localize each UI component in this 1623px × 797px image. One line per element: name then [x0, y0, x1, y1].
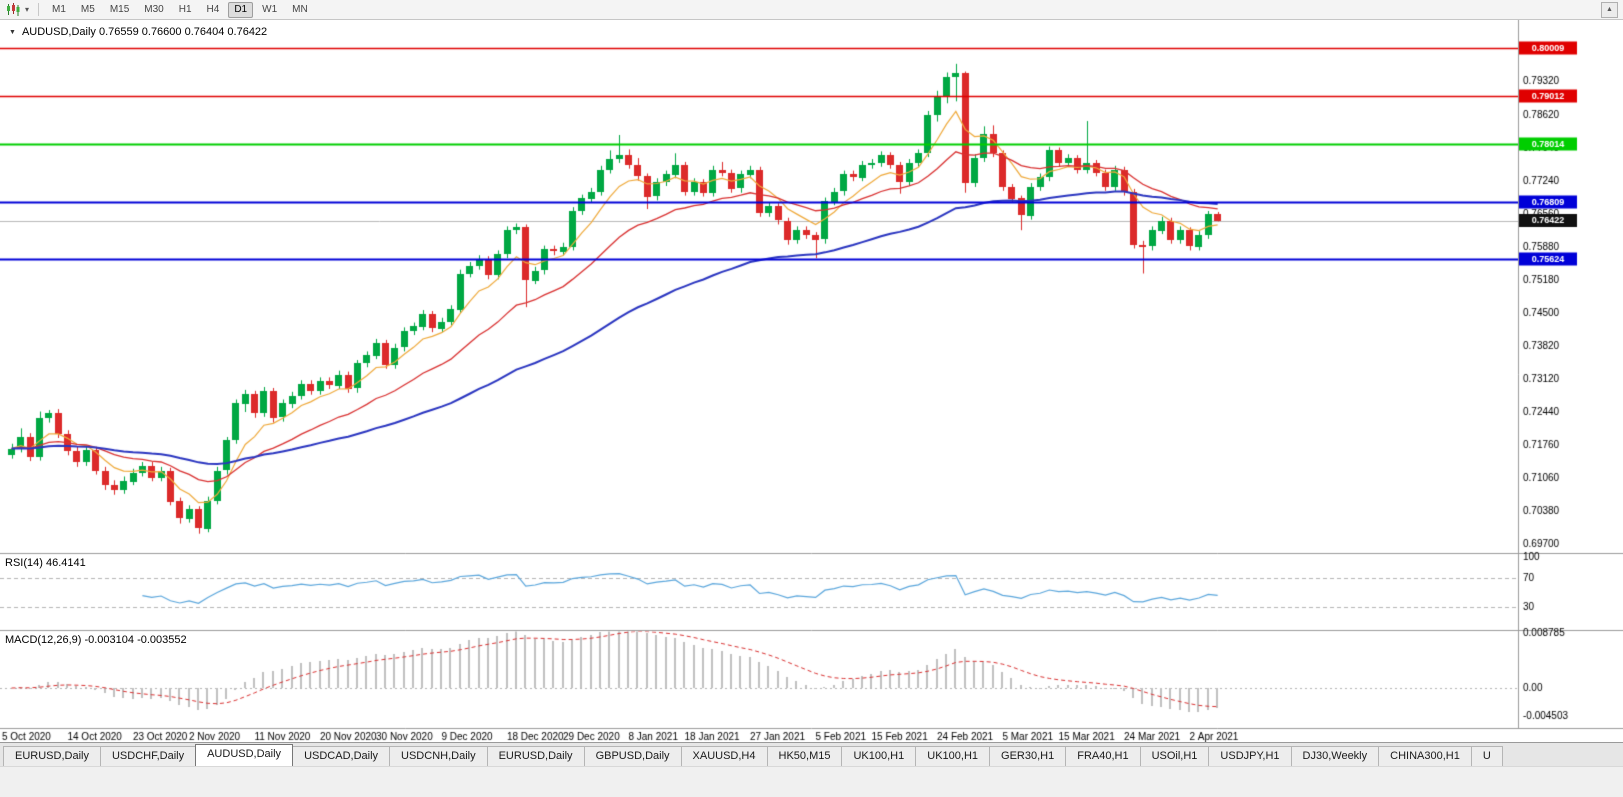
timeframe-button-h4[interactable]: H4 — [206, 3, 220, 15]
chart-type-dropdown-icon[interactable]: ▾ — [25, 4, 30, 14]
candlestick-chart-icon[interactable] — [5, 3, 21, 17]
symbol-ohlc-text: AUDUSD,Daily 0.76559 0.76600 0.76404 0.7… — [21, 26, 268, 38]
chart-tab-usdcad-daily[interactable]: USDCAD,Daily — [292, 746, 391, 766]
chart-tab-china300-h1[interactable]: CHINA300,H1 — [1378, 746, 1472, 766]
chart-tab-usdjpy-h1[interactable]: USDJPY,H1 — [1208, 746, 1292, 766]
chart-tab-dj30-weekly[interactable]: DJ30,Weekly — [1290, 746, 1380, 766]
chart-tab-eurusd-daily[interactable]: EURUSD,Daily — [486, 746, 585, 766]
timeframe-button-m15[interactable]: M15 — [109, 3, 130, 15]
price-chart-canvas[interactable] — [0, 20, 1623, 742]
timeframe-button-w1[interactable]: W1 — [262, 3, 278, 15]
toolbar: ▾ M1 M5 M15 M30 H1 H4 D1 W1 MN ▲ — [0, 0, 1623, 20]
candlestick-icon-graphic — [7, 3, 20, 16]
timeframe-button-d1[interactable]: D1 — [228, 1, 254, 18]
timeframe-button-m1[interactable]: M1 — [52, 3, 66, 15]
toolbar-separator — [38, 3, 40, 16]
chart-tab-u[interactable]: U — [1470, 746, 1503, 766]
chart-tab-usdchf-daily[interactable]: USDCHF,Daily — [99, 746, 197, 766]
chart-tab-hk50-m15[interactable]: HK50,M15 — [766, 746, 843, 766]
symbol-dropdown-icon: ▼ — [9, 28, 16, 36]
chart-tab-uk100-h1[interactable]: UK100,H1 — [841, 746, 917, 766]
chart-tab-uk100-h1[interactable]: UK100,H1 — [915, 746, 991, 766]
chart-tab-usoil-h1[interactable]: USOil,H1 — [1139, 746, 1210, 766]
timeframe-button-m30[interactable]: M30 — [144, 3, 164, 15]
chart-tab-usdcnh-daily[interactable]: USDCNH,Daily — [389, 746, 488, 766]
chart-tab-ger30-h1[interactable]: GER30,H1 — [989, 746, 1067, 766]
chart-tab-xauusd-h4[interactable]: XAUUSD,H4 — [680, 746, 768, 766]
chart-tab-fra40-h1[interactable]: FRA40,H1 — [1065, 746, 1141, 766]
scroll-up-button[interactable]: ▲ — [1601, 1, 1618, 18]
chart-tab-bar: EURUSD,Daily USDCHF,Daily AUDUSD,Daily USDC… — [0, 742, 1623, 766]
chart-tab-audusd-daily[interactable]: AUDUSD,Daily — [195, 744, 294, 766]
timeframe-button-h1[interactable]: H1 — [178, 3, 192, 15]
chart-symbol-title: ▼ AUDUSD,Daily 0.76559 0.76600 0.76404 0… — [7, 26, 267, 38]
timeframe-group: M1 M5 M15 M30 H1 H4 D1 W1 MN — [46, 1, 314, 18]
chart-tab-gbpusd-daily[interactable]: GBPUSD,Daily — [583, 746, 682, 766]
chart-area: ▼ AUDUSD,Daily 0.76559 0.76600 0.76404 0… — [0, 20, 1623, 742]
rsi-indicator-label: RSI(14) 46.4141 — [5, 557, 86, 569]
timeframe-button-mn[interactable]: MN — [292, 3, 308, 15]
status-bar — [0, 766, 1623, 797]
macd-indicator-label: MACD(12,26,9) -0.003104 -0.003552 — [5, 634, 187, 646]
timeframe-button-m5[interactable]: M5 — [80, 3, 95, 15]
chart-tab-eurusd-daily[interactable]: EURUSD,Daily — [3, 746, 101, 766]
